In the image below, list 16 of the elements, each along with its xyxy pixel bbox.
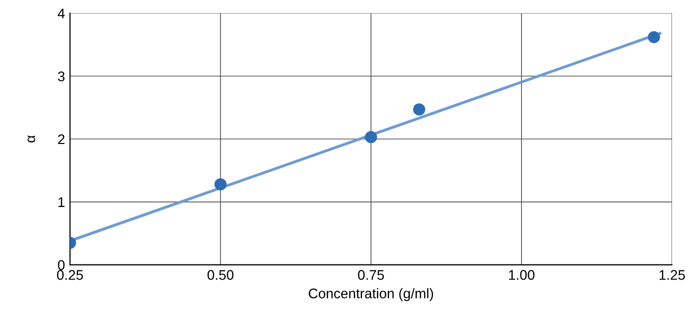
point	[413, 103, 426, 116]
point	[364, 131, 378, 144]
y-tick-label: 2	[58, 134, 64, 144]
point	[214, 178, 227, 190]
x-tick-label: 0.25	[57, 270, 83, 280]
x-tick-label: 1.25	[660, 270, 685, 280]
y-tick-label: 0	[58, 260, 65, 270]
y-tick-label: 4	[58, 8, 65, 18]
x-tick-label: 0.50	[208, 270, 234, 280]
x-axis-title: Concentration (g/ml)	[308, 288, 434, 302]
y-tick-label: 1	[58, 197, 64, 207]
y-axis-title: α	[28, 135, 36, 142]
y-tick-label: 3	[58, 71, 65, 82]
x-tick-label: 1.00	[509, 270, 534, 280]
x-tick-label: 0.75	[358, 270, 384, 280]
point	[648, 31, 660, 44]
